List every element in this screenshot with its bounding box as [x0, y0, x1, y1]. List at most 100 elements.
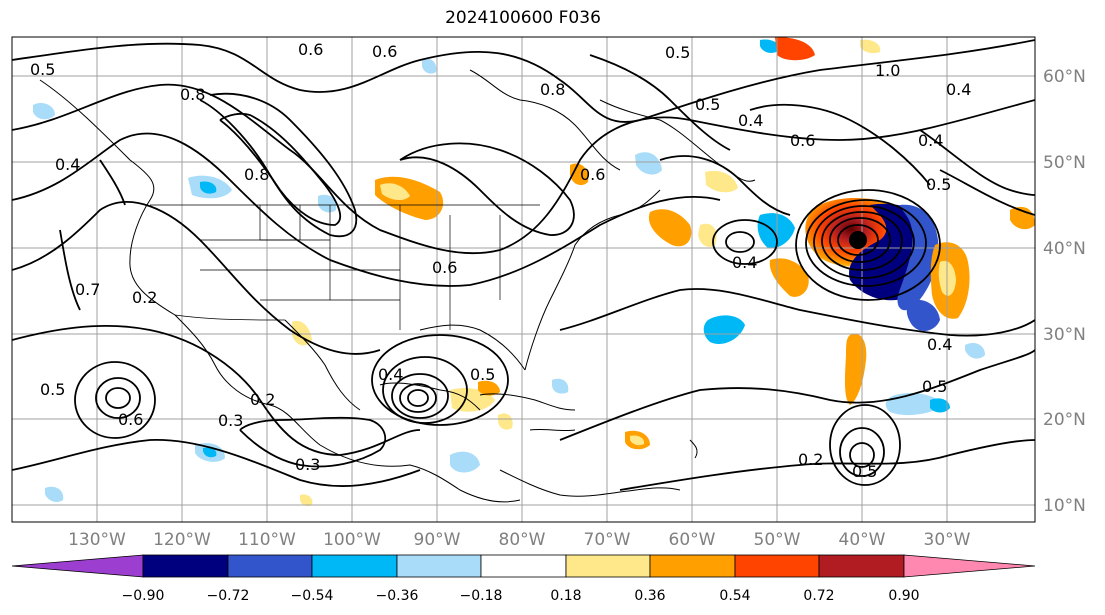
longitude-labels: 130°W 120°W 110°W 100°W 90°W 80°W 70°W 6…	[68, 530, 971, 550]
orange-patch-storm-sw	[769, 258, 809, 297]
colorbar-segment	[396, 554, 482, 578]
contour-label: 0.2	[798, 450, 823, 469]
lon-label: 60°W	[669, 530, 716, 550]
colorbar-tick: 0.36	[634, 588, 665, 604]
contour-label: 0.3	[295, 455, 320, 474]
yellow-patch-caribbean-west	[498, 413, 513, 430]
contour-label: 0.4	[918, 131, 943, 150]
colorbar-segment	[565, 554, 651, 578]
lat-label: 20°N	[1043, 410, 1086, 430]
cyan-patch-pacific	[203, 447, 217, 458]
colorbar-tick: 0.72	[803, 588, 834, 604]
latitude-labels: 60°N 50°N 40°N 30°N 20°N 10°N	[1043, 67, 1086, 516]
lat-label: 10°N	[1043, 496, 1086, 516]
contour-label: 0.4	[732, 253, 757, 272]
colorbar-tick: −0.72	[207, 588, 250, 604]
colorbar-segment	[227, 554, 313, 578]
red-patch-greenland	[775, 37, 815, 61]
contour-label: 0.4	[946, 80, 971, 99]
contour-label: 0.5	[852, 462, 877, 481]
contour-label: 0.3	[218, 411, 243, 430]
lightblue-patch-nova-scotia	[635, 152, 662, 175]
contour-label: 0.8	[180, 85, 205, 104]
colorbar-tick: 0.18	[550, 588, 581, 604]
contour-label: 0.6	[432, 258, 457, 277]
orange-patch-mid-atlantic	[844, 333, 867, 405]
colorbar-tick: −0.18	[460, 588, 503, 604]
cyan-patch-west-atlantic	[703, 315, 745, 345]
lat-label: 30°N	[1043, 325, 1086, 345]
lightblue-patch-central-america	[450, 451, 480, 473]
colorbar-ticks: −0.90 −0.72 −0.54 −0.36 −0.18 0.18 0.36 …	[122, 588, 920, 604]
orange-patch-yucatan	[478, 380, 500, 396]
cyan-patch-south	[930, 398, 950, 413]
colorbar-segment	[480, 554, 567, 578]
contour-label: 0.8	[244, 165, 269, 184]
contour-label: 0.2	[132, 288, 157, 307]
lat-label: 60°N	[1043, 67, 1086, 87]
colorbar	[11, 554, 1036, 578]
contour-label: 0.6	[118, 410, 143, 429]
yellow-patch-caribbean-east	[630, 435, 645, 446]
contour-label: 0.5	[695, 95, 720, 114]
contour-label: 0.4	[55, 155, 80, 174]
lat-label: 40°N	[1043, 239, 1086, 259]
orange-patch-west-atlantic	[648, 209, 692, 247]
yellow-patch-newfoundland	[705, 170, 738, 193]
colorbar-segment	[734, 554, 820, 578]
cyan-patch-storm-west	[757, 213, 795, 249]
lon-label: 70°W	[584, 530, 631, 550]
contour-label: 0.6	[790, 131, 815, 150]
colorbar-segment	[818, 554, 905, 578]
colorbar-tick: 0.90	[888, 588, 919, 604]
lightblue-patch-rockies	[318, 194, 337, 213]
contour-label: 1.0	[875, 61, 900, 80]
lon-label: 120°W	[153, 530, 211, 550]
colorbar-tick: −0.36	[376, 588, 419, 604]
lon-label: 90°W	[414, 530, 461, 550]
contour-labels: 0.6 0.6 0.8 1.0 0.5 0.4 0.5 0.4 0.5 0.6 …	[30, 40, 971, 481]
map-frame	[11, 36, 1036, 523]
yellow-patch-pacific-south	[300, 494, 313, 507]
map-title: 2024100600 F036	[445, 8, 601, 28]
colorbar-tick: −0.54	[291, 588, 334, 604]
yellow-patch-north	[860, 39, 881, 54]
contour-label: 0.4	[378, 365, 403, 384]
contour-label: 0.5	[40, 380, 65, 399]
contour-label: 0.6	[298, 40, 323, 59]
lightblue-patch-hudson	[422, 58, 437, 74]
storm-center	[849, 231, 867, 249]
cyan-patch-canada	[200, 181, 217, 194]
lon-label: 50°W	[754, 530, 801, 550]
colorbar-segment	[311, 554, 398, 578]
lightblue-patch-south	[885, 393, 945, 416]
contour-label: 0.2	[250, 390, 275, 409]
colorbar-segment	[142, 554, 229, 578]
colorbar-segment	[11, 554, 144, 578]
contour-label: 0.5	[665, 43, 690, 62]
contour-label: 0.7	[75, 280, 100, 299]
lon-label: 130°W	[68, 530, 126, 550]
yellow-patch-west-atlantic	[698, 223, 717, 247]
lon-label: 100°W	[323, 530, 381, 550]
lon-label: 110°W	[238, 530, 296, 550]
contour-label: 0.6	[580, 165, 605, 184]
colorbar-tick: 0.54	[719, 588, 750, 604]
blue-patch-storm-south	[906, 299, 940, 332]
contour-label: 0.5	[470, 365, 495, 384]
lon-label: 40°W	[839, 530, 886, 550]
contour-label: 0.8	[540, 80, 565, 99]
contour-label: 0.5	[922, 377, 947, 396]
lightblue-patch-pacific-south	[45, 486, 64, 503]
lightblue-patch-bahamas	[552, 378, 569, 394]
colorbar-segment	[649, 554, 736, 578]
contour-label: 0.6	[372, 42, 397, 61]
yellow-patch-midwest	[380, 183, 410, 201]
lon-label: 30°W	[924, 530, 971, 550]
gridlines	[12, 37, 1035, 522]
cyan-patch-greenland	[760, 39, 780, 53]
contour-lines	[12, 39, 1035, 491]
contour-label: 0.5	[926, 175, 951, 194]
colorbar-segment	[903, 554, 1036, 578]
